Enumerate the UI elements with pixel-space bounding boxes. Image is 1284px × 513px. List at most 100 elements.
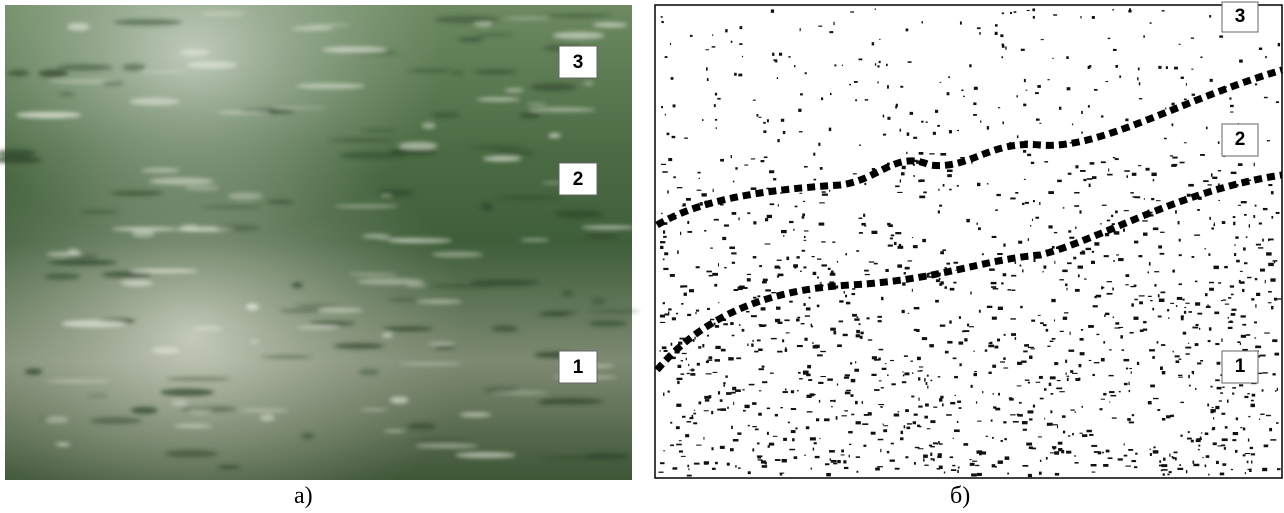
speckle	[1247, 461, 1249, 463]
speckle	[987, 306, 992, 308]
texture	[55, 443, 70, 446]
speckle	[1192, 371, 1194, 374]
speckle	[804, 166, 808, 168]
speckle	[1246, 236, 1248, 238]
speckle	[681, 303, 684, 305]
speckle	[1106, 450, 1110, 453]
texture	[25, 368, 42, 375]
speckle	[1102, 452, 1104, 454]
speckle	[944, 267, 947, 268]
speckle	[1165, 107, 1166, 109]
speckle	[821, 264, 827, 266]
speckle	[1211, 227, 1214, 229]
speckle	[878, 404, 884, 405]
speckle	[900, 129, 902, 132]
speckle	[821, 97, 823, 100]
speckle	[687, 314, 691, 316]
speckle	[1180, 162, 1185, 164]
speckle	[1255, 346, 1261, 348]
speckle	[1055, 473, 1059, 476]
speckle	[891, 234, 895, 236]
speckle	[888, 224, 892, 227]
speckle	[1214, 312, 1219, 315]
texture	[262, 356, 313, 358]
texture	[67, 23, 90, 31]
texture	[434, 345, 456, 349]
speckle	[1187, 194, 1191, 197]
texture	[406, 284, 427, 286]
speckle	[1056, 387, 1062, 389]
speckle	[1251, 460, 1252, 463]
speckle	[1096, 334, 1099, 335]
speckle	[714, 284, 717, 287]
speckle	[1212, 177, 1217, 179]
speckle	[1048, 225, 1051, 228]
speckle	[687, 231, 692, 233]
texture	[460, 412, 492, 417]
speckle	[1118, 458, 1123, 460]
speckle	[786, 332, 790, 333]
texture	[131, 231, 155, 238]
speckle	[992, 437, 994, 439]
speckle	[929, 153, 934, 154]
speckle	[731, 41, 733, 43]
speckle	[850, 11, 854, 12]
speckle	[798, 372, 801, 374]
speckle	[818, 143, 820, 146]
speckle	[1251, 400, 1254, 402]
speckle	[1233, 222, 1235, 225]
speckle	[908, 61, 912, 63]
speckle	[723, 382, 725, 384]
speckle	[765, 218, 768, 221]
speckle	[1023, 150, 1026, 153]
speckle	[763, 130, 766, 133]
speckle	[670, 43, 671, 45]
speckle	[802, 213, 805, 216]
speckle	[1129, 332, 1133, 334]
speckle	[982, 253, 984, 255]
speckle	[684, 293, 687, 296]
speckle	[1206, 306, 1211, 308]
speckle	[1242, 289, 1244, 292]
speckle	[762, 281, 767, 283]
speckle	[690, 373, 695, 376]
speckle	[1152, 356, 1155, 359]
speckle	[711, 411, 713, 414]
speckle	[773, 178, 776, 180]
speckle	[1105, 81, 1108, 82]
texture	[130, 269, 199, 273]
speckle	[769, 443, 774, 446]
speckle	[1147, 271, 1149, 273]
speckle	[850, 362, 852, 364]
speckle	[739, 43, 742, 45]
speckle	[785, 347, 786, 350]
speckle	[1179, 44, 1181, 45]
speckle	[1267, 140, 1270, 141]
speckle	[1002, 12, 1004, 14]
speckle	[969, 326, 974, 327]
speckle	[1100, 408, 1103, 410]
speckle	[662, 171, 667, 173]
speckle	[721, 349, 726, 352]
speckle	[751, 187, 757, 190]
texture	[112, 227, 177, 231]
speckle	[663, 393, 664, 396]
speckle	[668, 308, 671, 310]
speckle	[1068, 230, 1071, 232]
speckle	[930, 380, 932, 381]
texture	[80, 211, 118, 213]
speckle	[1021, 49, 1025, 51]
speckle	[1054, 362, 1057, 365]
texture	[429, 285, 496, 288]
speckle	[809, 297, 811, 299]
speckle	[860, 336, 863, 339]
speckle	[936, 279, 940, 282]
speckle	[1082, 406, 1083, 408]
speckle	[1016, 95, 1017, 97]
speckle	[859, 144, 861, 145]
speckle	[987, 126, 989, 129]
texture	[520, 239, 550, 241]
speckle	[970, 463, 975, 466]
speckle	[663, 236, 667, 238]
speckle	[670, 274, 675, 277]
